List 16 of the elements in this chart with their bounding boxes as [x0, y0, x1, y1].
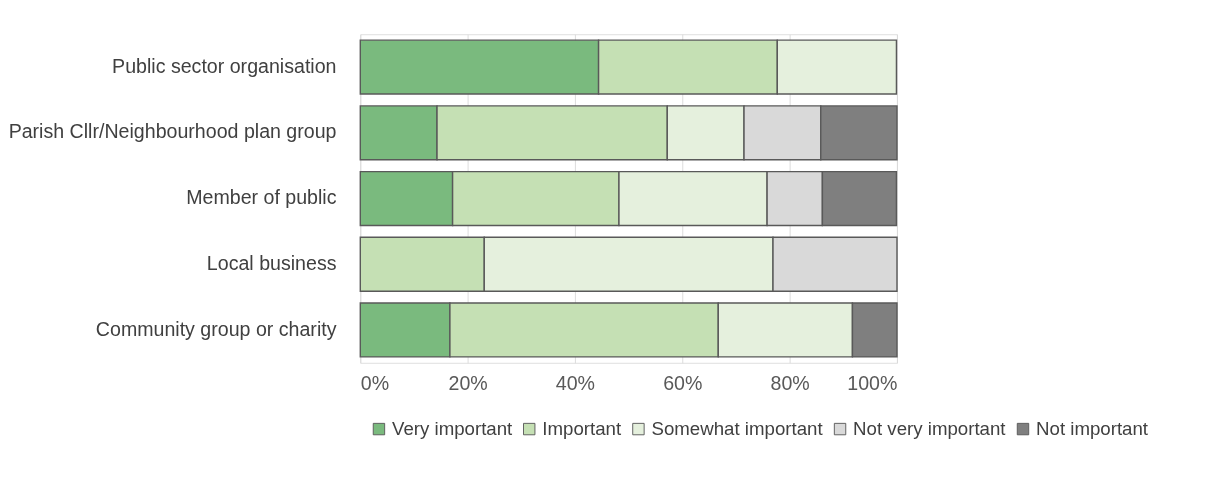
legend-label: Somewhat important [651, 417, 824, 439]
x-tick-label: 20% [448, 372, 488, 395]
y-tick-label: Local business [206, 251, 337, 274]
x-tick-label: 40% [555, 372, 596, 395]
x-tick-label: 80% [770, 372, 810, 395]
y-tick-label: Member of public [186, 186, 337, 209]
y-tick-label: Parish Cllr/Neighbourhood plan group [8, 120, 337, 143]
y-tick-label: Public sector organisation [112, 54, 337, 77]
legend-label: Not very important [853, 417, 1007, 439]
legend-label: Important [542, 417, 622, 439]
legend-label: Very important [392, 417, 514, 439]
x-tick-label: 100% [847, 372, 898, 395]
legend-label: Not important [1036, 417, 1149, 439]
x-tick-label: 60% [663, 372, 703, 395]
y-tick-label: Community group or charity [95, 317, 337, 340]
x-tick-label: 0% [360, 372, 390, 395]
